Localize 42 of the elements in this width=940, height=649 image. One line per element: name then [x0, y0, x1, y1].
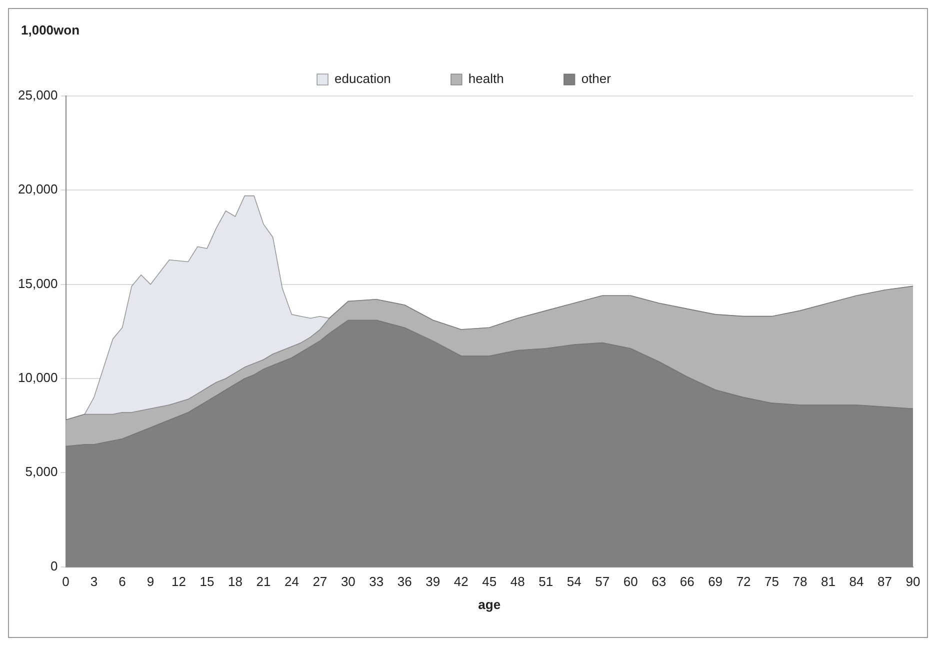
x-tick-label: 39 [426, 574, 440, 590]
y-axis-title: 1,000won [21, 22, 80, 38]
x-tick-label: 42 [454, 574, 468, 590]
y-tick-label: 5,000 [25, 464, 58, 480]
x-tick-label: 48 [510, 574, 525, 590]
legend-label: health [468, 71, 504, 86]
y-tick-label: 10,000 [18, 370, 58, 386]
y-tick-label: 20,000 [18, 182, 58, 197]
x-tick-label: 21 [256, 574, 271, 590]
x-tick-label: 45 [482, 574, 497, 590]
legend-label: other [581, 71, 612, 86]
x-tick-label: 78 [792, 574, 808, 590]
x-tick-label: 3 [90, 574, 98, 590]
legend-label: education [334, 71, 391, 86]
y-tick-label: 0 [50, 558, 58, 574]
x-tick-label: 27 [312, 574, 328, 590]
x-tick-label: 90 [906, 574, 920, 590]
x-tick-label: 18 [228, 574, 242, 590]
x-axis-title: age [478, 596, 501, 612]
x-tick-label: 54 [566, 574, 582, 590]
y-tick-label: 25,000 [18, 88, 58, 103]
x-tick-label: 69 [708, 574, 723, 590]
y-tick-label: 15,000 [18, 276, 58, 291]
x-tick-label: 12 [171, 574, 186, 590]
x-tick-label: 57 [595, 574, 610, 590]
x-tick-label: 33 [369, 574, 384, 590]
x-tick-label: 24 [284, 574, 299, 590]
x-tick-label: 63 [652, 574, 666, 590]
x-tick-label: 6 [118, 574, 126, 590]
x-tick-label: 15 [200, 574, 214, 590]
x-tick-label: 9 [146, 574, 154, 590]
x-tick-label: 87 [878, 574, 892, 590]
x-tick-label: 60 [623, 574, 638, 590]
x-tick-label: 36 [397, 574, 412, 590]
x-tick-label: 81 [821, 574, 836, 590]
x-tick-label: 0 [62, 574, 70, 590]
x-tick-label: 66 [680, 574, 694, 590]
x-tick-label: 51 [538, 574, 554, 590]
x-tick-label: 75 [764, 574, 780, 590]
x-tick-label: 30 [340, 574, 356, 590]
x-tick-label: 84 [849, 574, 864, 590]
x-tick-label: 72 [736, 574, 751, 590]
